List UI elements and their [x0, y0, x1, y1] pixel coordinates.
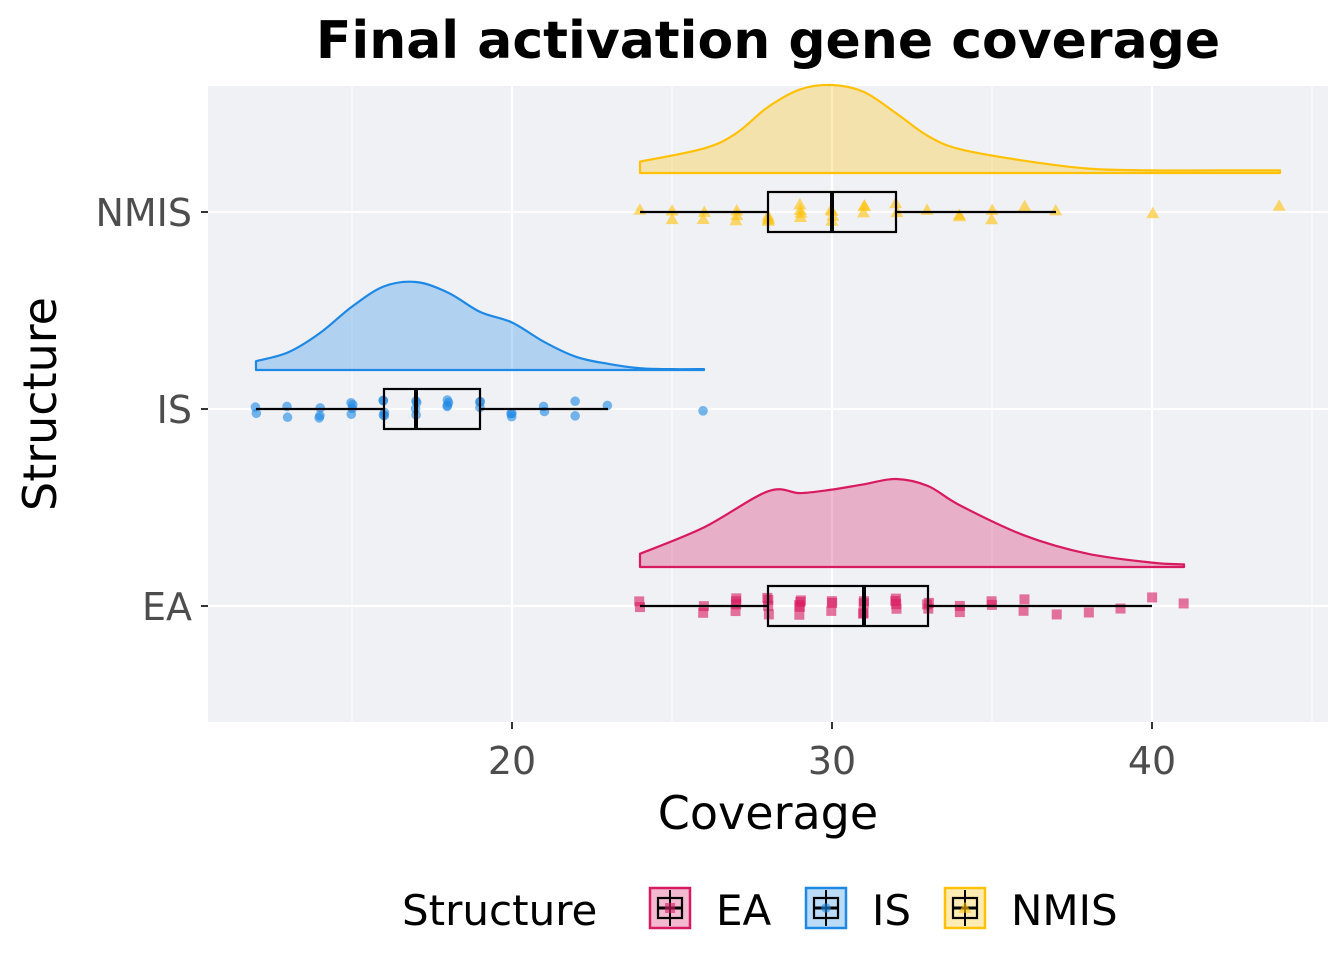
- data-point-nmis: [952, 209, 966, 222]
- data-point-ea: [954, 607, 965, 618]
- data-point-is: [251, 408, 262, 419]
- data-point-is: [602, 400, 613, 411]
- density-cloud-nmis: [638, 83, 1282, 175]
- data-point-ea: [1019, 594, 1030, 605]
- data-point-nmis: [793, 203, 807, 215]
- data-point-is: [282, 412, 293, 423]
- boxplot-layer: [256, 190, 1152, 628]
- box-iqr-ea: [766, 584, 930, 628]
- data-point-ea: [1147, 592, 1158, 603]
- data-point-nmis: [1146, 206, 1160, 219]
- legend-item-is: IS: [804, 886, 911, 935]
- data-point-ea: [1018, 605, 1029, 616]
- data-point-is: [698, 406, 708, 416]
- legend-key-marker: [821, 903, 831, 913]
- x-tick-label: 20: [488, 739, 536, 783]
- density-cloud-ea: [638, 477, 1186, 569]
- data-point-ea: [730, 606, 741, 617]
- data-point-is: [506, 411, 517, 422]
- y-tick-label: EA: [142, 585, 192, 629]
- data-point-ea: [890, 593, 901, 604]
- data-point-is: [570, 396, 580, 407]
- data-point-ea: [826, 605, 837, 616]
- legend: Structure EA IS NMIS: [402, 886, 1118, 935]
- data-point-is: [570, 411, 580, 421]
- x-tick-label: 40: [1128, 739, 1176, 783]
- data-point-is: [346, 397, 356, 408]
- data-point-is: [346, 409, 357, 420]
- y-axis-title: Structure: [13, 297, 67, 511]
- data-point-nmis: [1272, 199, 1286, 211]
- data-point-nmis: [985, 212, 999, 225]
- data-point-ea: [891, 603, 902, 614]
- data-point-ea: [827, 597, 838, 608]
- data-point-nmis: [1018, 199, 1032, 212]
- data-point-ea: [730, 596, 741, 607]
- data-point-ea: [986, 596, 997, 607]
- data-point-nmis: [696, 212, 710, 225]
- x-axis-title: Coverage: [658, 786, 878, 840]
- box-iqr-is: [382, 387, 482, 431]
- data-point-nmis: [665, 212, 679, 225]
- data-point-ea: [1178, 598, 1189, 609]
- density-layer: [254, 83, 1282, 569]
- data-point-nmis: [856, 205, 870, 218]
- legend-label-nmis: NMIS: [1011, 886, 1118, 935]
- data-point-ea: [1051, 609, 1062, 620]
- data-point-ea: [794, 609, 805, 620]
- legend-item-ea: EA: [648, 886, 772, 935]
- legend-title: Structure: [402, 886, 597, 935]
- data-point-ea: [634, 596, 645, 607]
- data-point-ea: [698, 607, 709, 618]
- data-point-is: [315, 410, 325, 421]
- data-point-ea: [1083, 607, 1094, 618]
- legend-item-nmis: NMIS: [943, 886, 1118, 935]
- data-point-ea: [1115, 603, 1126, 614]
- density-cloud-is: [254, 280, 706, 372]
- y-tick-label: NMIS: [95, 191, 192, 235]
- legend-key-marker: [665, 903, 675, 913]
- x-tick-label: 30: [808, 739, 856, 783]
- data-point-ea: [795, 597, 806, 608]
- y-tick-label: IS: [157, 388, 192, 432]
- data-point-nmis: [793, 197, 807, 210]
- data-point-ea: [634, 602, 645, 613]
- legend-key-marker: [958, 901, 972, 913]
- axis-layer: 20 30 40 EA IS NMIS: [95, 191, 1176, 783]
- data-point-nmis: [857, 199, 871, 211]
- data-point-is: [442, 395, 453, 405]
- legend-label-is: IS: [872, 886, 911, 935]
- data-point-nmis: [729, 213, 743, 226]
- chart-title: Final activation gene coverage: [316, 11, 1220, 71]
- data-point-nmis: [794, 210, 808, 222]
- legend-label-ea: EA: [716, 886, 772, 935]
